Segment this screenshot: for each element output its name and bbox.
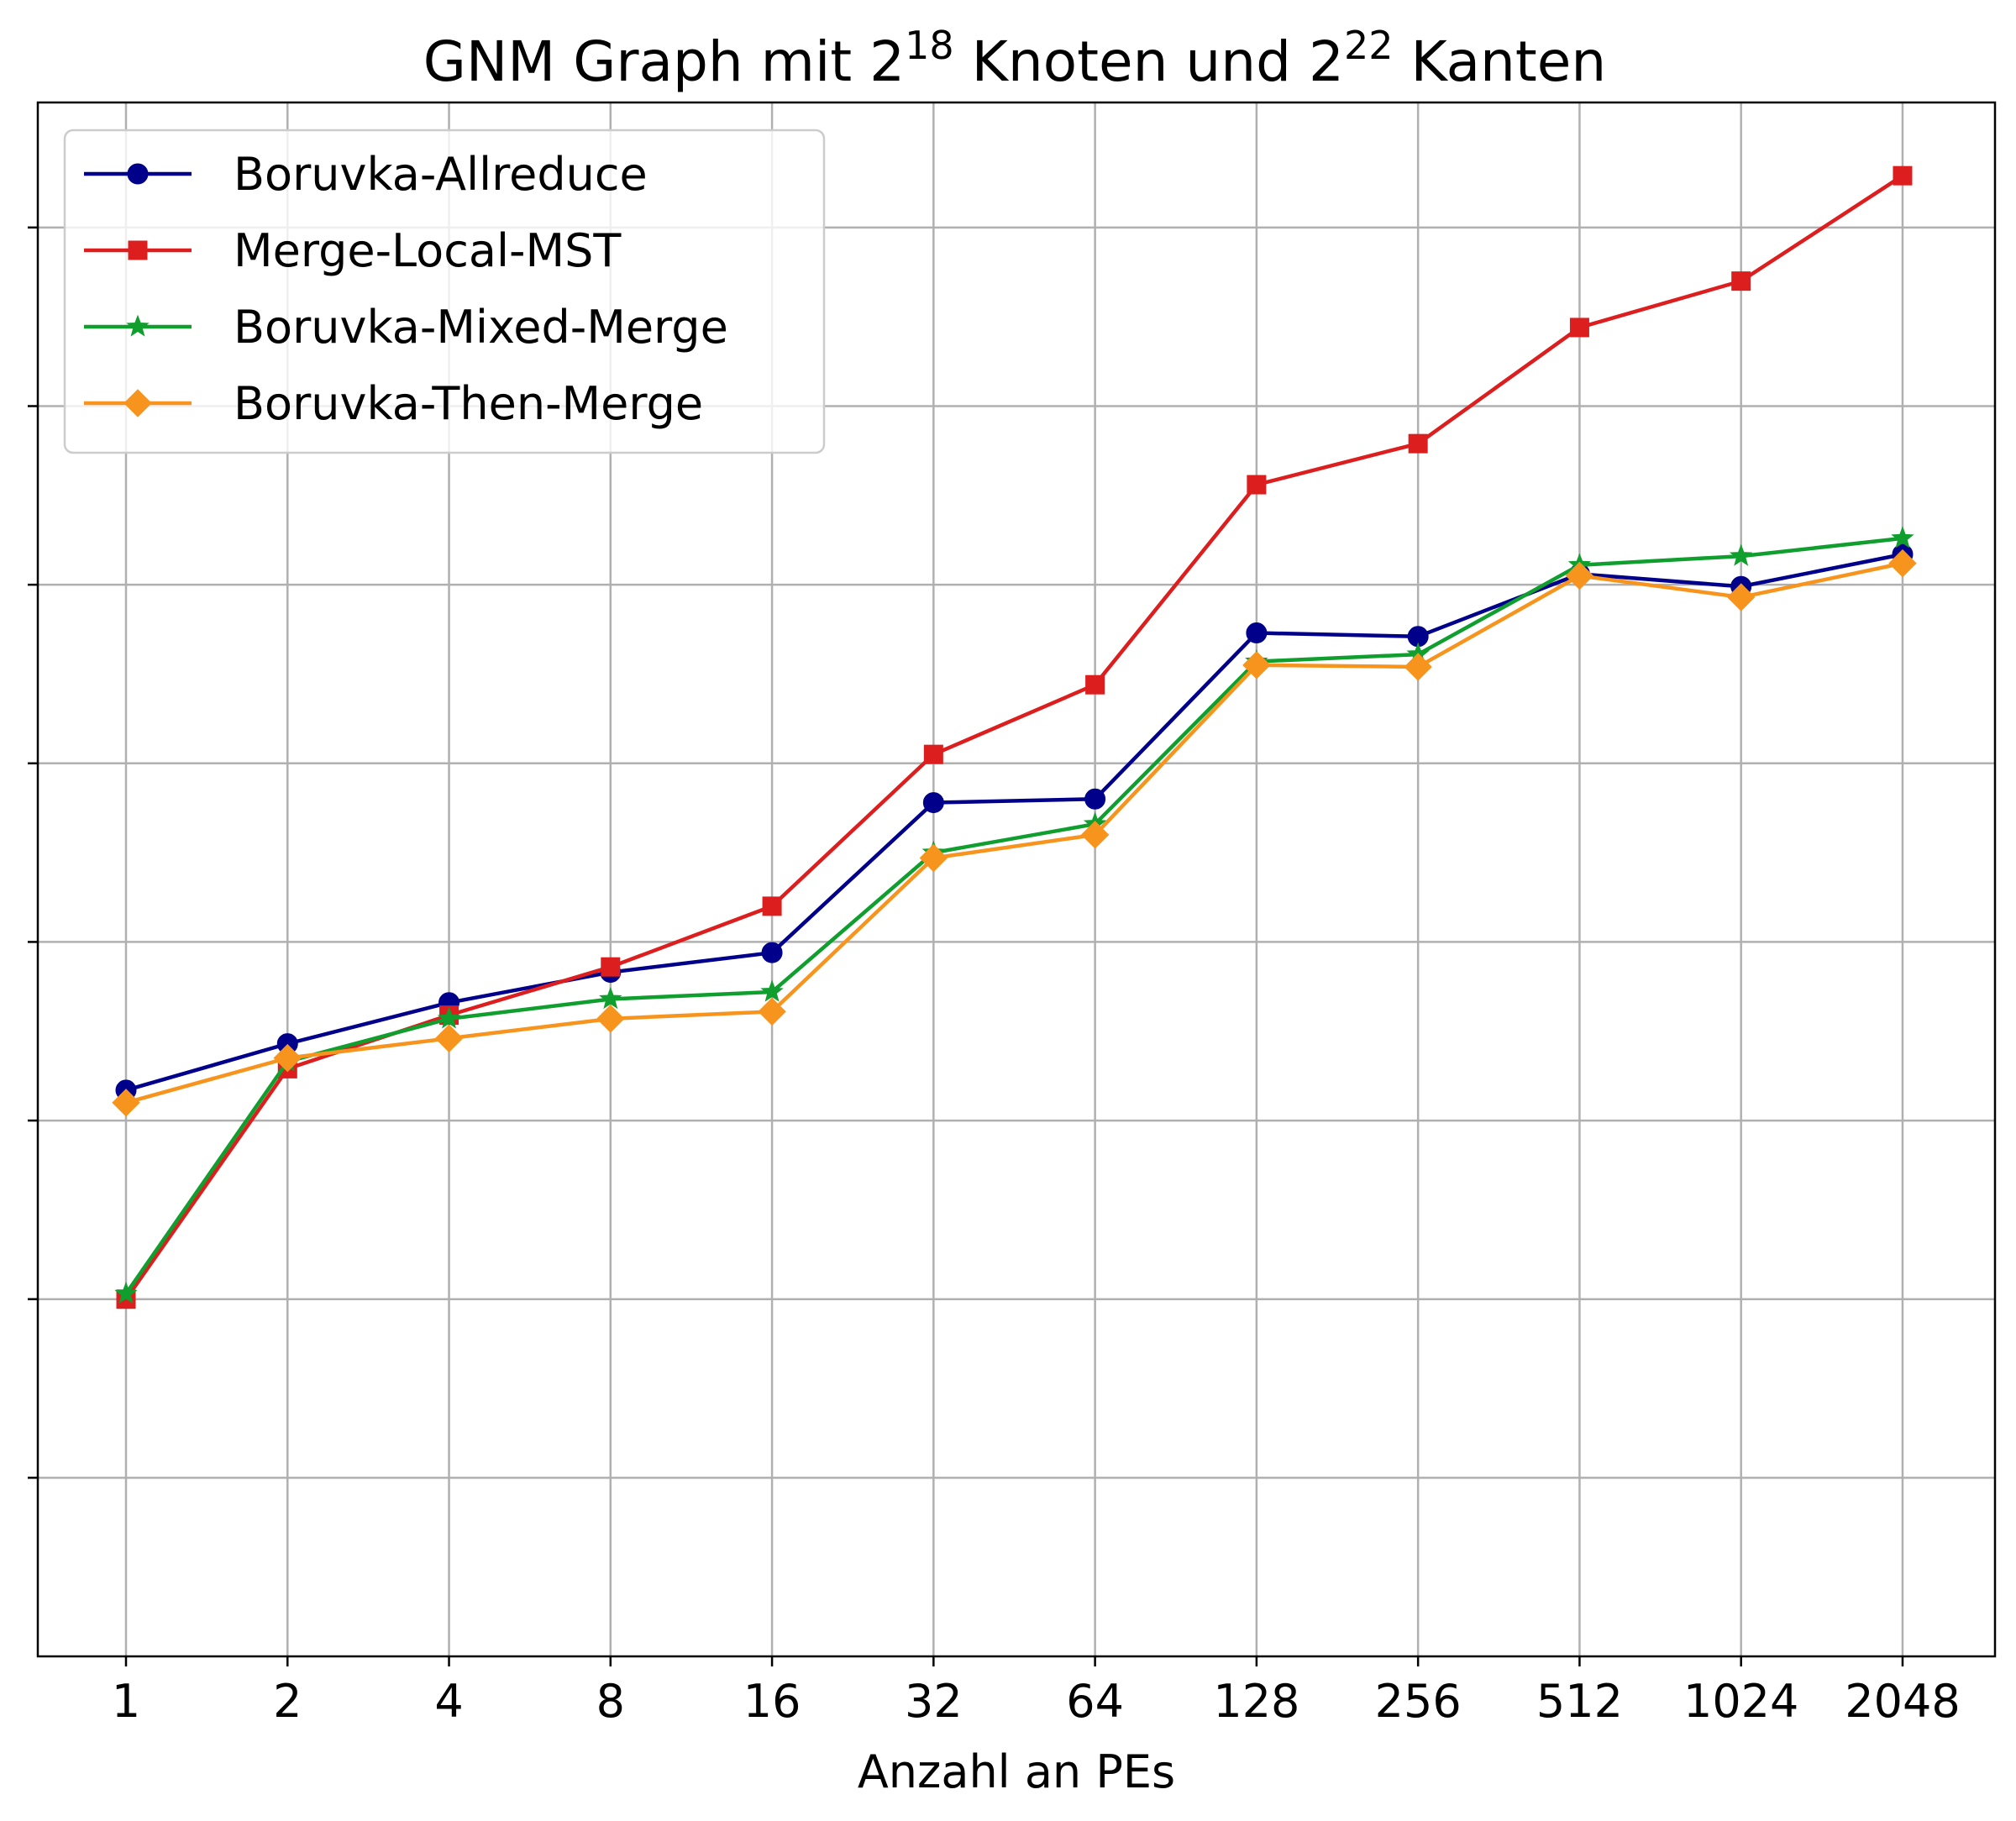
legend-box <box>63 129 826 454</box>
x-tick-label: 4 <box>434 1675 463 1728</box>
x-axis-label: Anzahl an PEs <box>858 1745 1175 1798</box>
data-point <box>762 896 782 916</box>
legend-label: Boruvka-Mixed-Merge <box>234 301 728 354</box>
data-point <box>1080 821 1110 849</box>
x-tick-label: 32 <box>905 1675 963 1728</box>
series-line <box>125 552 1903 1093</box>
data-point <box>1893 165 1913 186</box>
data-point <box>1242 651 1271 680</box>
data-point <box>758 997 786 1026</box>
data-point <box>596 1005 625 1033</box>
data-point <box>437 1006 461 1029</box>
plot-frame <box>36 101 1997 1658</box>
data-point <box>273 1043 302 1073</box>
data-point <box>1565 561 1594 590</box>
x-tick-label: 8 <box>596 1675 625 1728</box>
axis-ticks: 1 2 4 8 16 32 64 128 256 512 1024 2048 <box>28 226 1961 1728</box>
x-tick-label: 128 <box>1213 1675 1299 1728</box>
data-point <box>761 942 783 963</box>
data-series <box>112 165 1917 1309</box>
data-point <box>1247 475 1267 495</box>
data-point <box>1726 583 1756 611</box>
data-point <box>1408 433 1428 454</box>
data-point <box>126 314 150 337</box>
data-point <box>1569 317 1589 338</box>
data-point <box>114 1281 138 1304</box>
data-point <box>919 843 948 873</box>
data-point <box>1404 653 1432 681</box>
x-tick-label: 1024 <box>1683 1675 1798 1728</box>
legend-label: Boruvka-Then-Merge <box>234 377 703 430</box>
x-tick-label: 16 <box>743 1675 801 1728</box>
data-point <box>123 389 152 417</box>
data-point <box>128 240 148 260</box>
x-tick-label: 1 <box>112 1675 140 1728</box>
data-point <box>922 792 944 814</box>
legend-item: Merge-Local-MST <box>84 224 622 277</box>
data-point <box>127 163 149 185</box>
data-point <box>434 1024 464 1052</box>
x-tick-label: 512 <box>1536 1675 1623 1728</box>
x-tick-label: 256 <box>1375 1675 1462 1728</box>
chart-title: GNM Graph mit 218 Knoten und 222 Kanten <box>423 23 1606 94</box>
series-boruvka-then-merge <box>112 548 1917 1117</box>
x-tick-label: 2048 <box>1845 1675 1960 1728</box>
data-point <box>760 979 784 1002</box>
legend-label: Merge-Local-MST <box>234 224 622 277</box>
data-point <box>599 987 622 1010</box>
data-point <box>1891 526 1914 548</box>
data-point <box>601 957 621 977</box>
data-point <box>923 744 943 764</box>
data-point <box>1729 543 1753 566</box>
legend: Boruvka-Allreduce Merge-Local-MST Boruvka-… <box>63 129 826 454</box>
data-point <box>1888 548 1917 578</box>
x-tick-label: 64 <box>1066 1675 1124 1728</box>
data-point <box>1246 622 1268 644</box>
x-tick-label: 2 <box>273 1675 302 1728</box>
data-point <box>1085 674 1105 695</box>
legend-item: Boruvka-Then-Merge <box>84 377 703 430</box>
data-point <box>112 1089 140 1117</box>
legend-label: Boruvka-Allreduce <box>234 148 648 201</box>
legend-item: Boruvka-Allreduce <box>84 148 648 201</box>
legend-item: Boruvka-Mixed-Merge <box>84 301 728 354</box>
data-point <box>1084 788 1106 810</box>
series-line <box>124 536 1903 1295</box>
data-point <box>1731 271 1751 291</box>
series-line <box>125 561 1903 1105</box>
